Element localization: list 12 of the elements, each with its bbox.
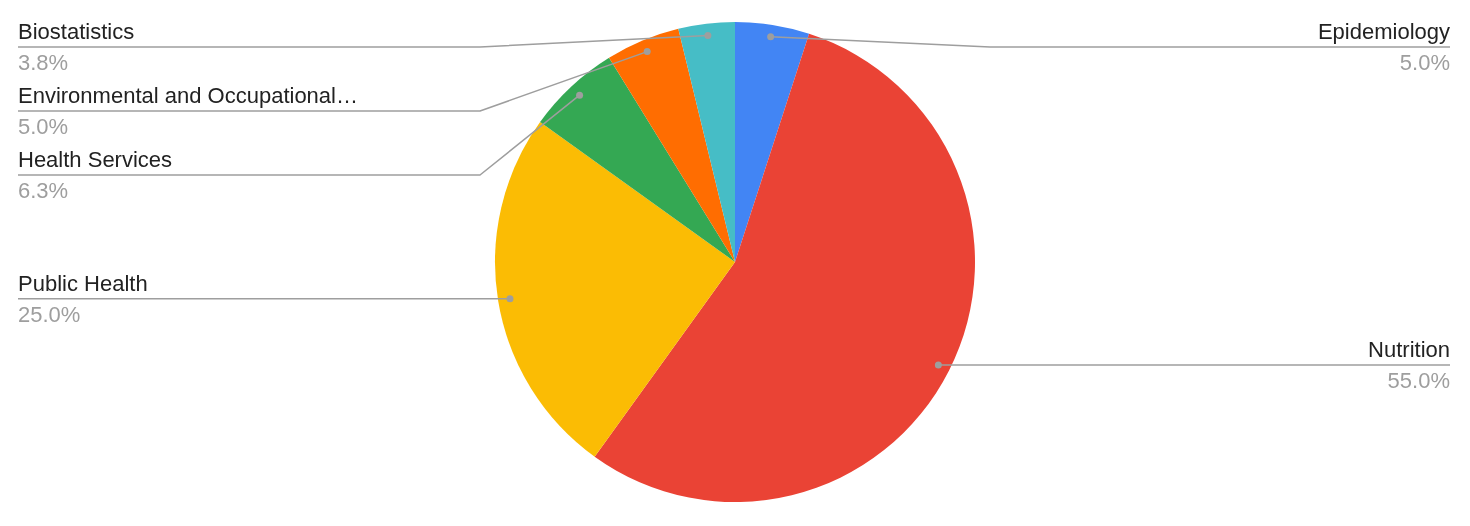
slice-label: Health Services — [18, 147, 173, 172]
slice-label: Nutrition — [1368, 337, 1450, 363]
data-label: 5.0% — [18, 114, 69, 140]
slice-label: Biostatistics — [18, 19, 135, 44]
slice-label: Epidemiology — [1317, 19, 1450, 44]
data-label: 55.0% — [1387, 368, 1450, 394]
slice-label: Public Health — [18, 270, 148, 296]
data-label: 25.0% — [18, 301, 81, 327]
data-label: 3.8% — [18, 50, 69, 76]
data-label: 6.3% — [18, 178, 69, 204]
data-label: 5.0% — [1399, 50, 1450, 76]
slice-label: Environmental and Occupational… — [18, 83, 358, 108]
